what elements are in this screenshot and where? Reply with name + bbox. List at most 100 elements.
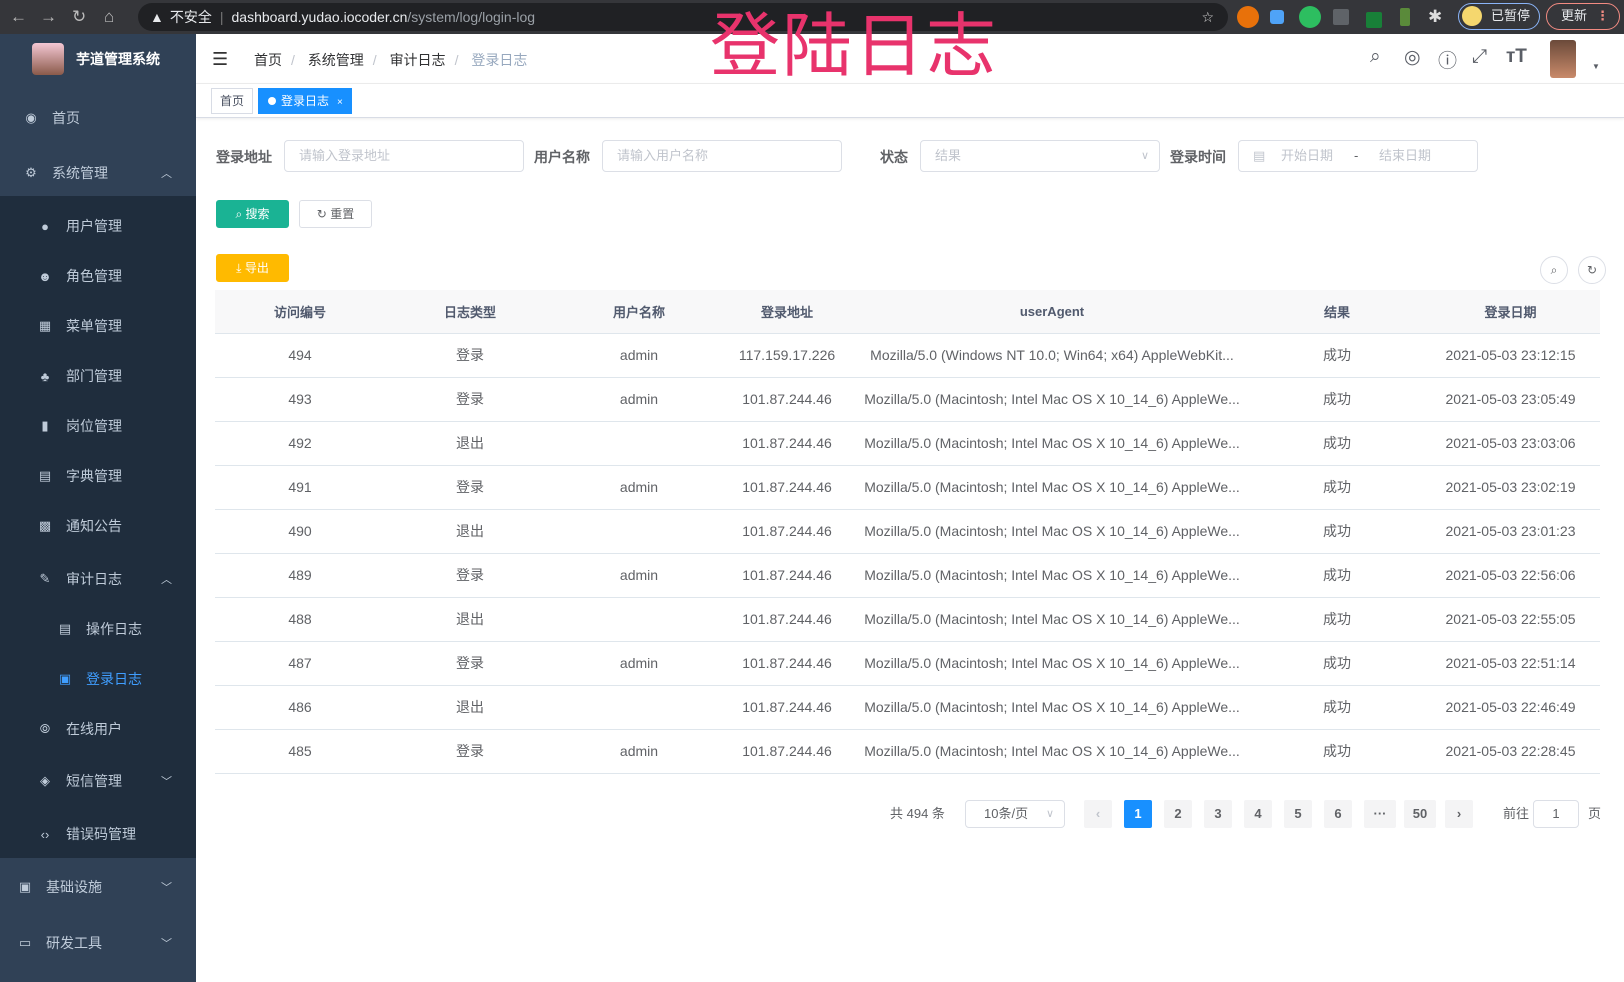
- tags-view: 首页 登录日志 ×: [196, 84, 1624, 118]
- search-icon[interactable]: ⌕: [1370, 46, 1381, 67]
- range-separator: -: [1354, 148, 1359, 163]
- table-cell: 2021-05-03 23:01:23: [1421, 509, 1600, 554]
- extension-icon[interactable]: [1366, 12, 1382, 28]
- extension-icon[interactable]: [1270, 10, 1284, 24]
- goto-page-input[interactable]: 1: [1533, 800, 1579, 828]
- goto-value: 1: [1552, 806, 1560, 821]
- sidebar-item[interactable]: ▦ 菜单管理: [0, 298, 196, 354]
- font-size-icon[interactable]: ᴛT: [1506, 46, 1527, 67]
- sidebar-item[interactable]: ◈ 短信管理 ﹀: [0, 753, 196, 809]
- table-cell: 成功: [1253, 333, 1421, 378]
- status-select[interactable]: 结果 ∨: [920, 140, 1160, 172]
- table-row: 485 登录 admin 101.87.244.46 Mozilla/5.0 (Maci…: [215, 729, 1600, 774]
- sidebar-item[interactable]: ☻ 角色管理: [0, 248, 196, 304]
- export-button[interactable]: ⤓ 导出: [216, 254, 289, 282]
- reset-button[interactable]: ↻ 重置: [299, 200, 372, 228]
- extension-icon[interactable]: [1299, 6, 1321, 28]
- sidebar-item[interactable]: ✎ 审计日志 ︿: [0, 551, 196, 607]
- breadcrumb-item[interactable]: 审计日志: [389, 52, 446, 68]
- calendar-icon: ▤: [1253, 148, 1266, 163]
- sidebar-item[interactable]: ◉ 首页: [0, 90, 196, 146]
- sidebar-item-label: 首页: [52, 110, 80, 126]
- address-input[interactable]: 请输入登录地址: [284, 140, 524, 172]
- page-button[interactable]: 50: [1404, 800, 1436, 828]
- page-button[interactable]: 1: [1124, 800, 1152, 828]
- prev-page-button[interactable]: ‹: [1084, 800, 1112, 828]
- extension-icon[interactable]: [1333, 9, 1349, 25]
- dict-icon: ▤: [38, 468, 52, 483]
- end-date[interactable]: 结束日期: [1379, 148, 1432, 163]
- fullscreen-icon[interactable]: ⤢: [1472, 46, 1488, 67]
- sidebar-item[interactable]: ● 用户管理: [0, 198, 196, 254]
- update-button[interactable]: 更新 ⋮: [1546, 3, 1620, 30]
- close-icon[interactable]: ×: [337, 97, 343, 108]
- start-date[interactable]: 开始日期: [1281, 148, 1334, 163]
- more-pages-button[interactable]: ···: [1364, 800, 1396, 828]
- sidebar-item[interactable]: ▤ 操作日志: [0, 601, 196, 657]
- status-label: 状态: [880, 149, 908, 165]
- page-button[interactable]: 6: [1324, 800, 1352, 828]
- table-cell: Mozilla/5.0 (Macintosh; Intel Mac OS X 1…: [851, 465, 1253, 510]
- bookmark-star-icon[interactable]: ☆: [1201, 9, 1214, 25]
- column-header: 日志类型: [385, 290, 555, 334]
- table-cell: 101.87.244.46: [723, 685, 851, 730]
- column-header: 结果: [1253, 290, 1421, 334]
- table-cell: admin: [555, 377, 723, 422]
- sidebar-item[interactable]: ⦾ 在线用户: [0, 701, 196, 757]
- chevron-down-icon: ∨: [1045, 808, 1054, 820]
- search-button[interactable]: ⌕ 搜索: [216, 200, 289, 228]
- hamburger-icon[interactable]: ☰: [212, 49, 229, 69]
- page-size-select[interactable]: 10条/页 ∨: [965, 800, 1065, 828]
- puzzle-icon[interactable]: ✱: [1428, 7, 1443, 26]
- logo[interactable]: 芋道管理系统: [0, 34, 196, 84]
- sidebar-item[interactable]: ‹› 错误码管理: [0, 806, 196, 862]
- tag-home[interactable]: 首页: [211, 88, 254, 114]
- sidebar-item[interactable]: ▣ 登录日志: [0, 651, 196, 707]
- breadcrumb-current: 登录日志: [471, 52, 528, 68]
- username-input[interactable]: 请输入用户名称: [602, 140, 842, 172]
- sidebar-item[interactable]: ♣ 部门管理: [0, 348, 196, 404]
- date-range-picker[interactable]: ▤ 开始日期 - 结束日期: [1238, 140, 1478, 172]
- github-icon[interactable]: ◎: [1404, 47, 1421, 68]
- tag-login-log[interactable]: 登录日志 ×: [258, 88, 352, 114]
- help-icon[interactable]: ⓘ: [1438, 51, 1458, 72]
- reload-icon[interactable]: ↻: [72, 7, 87, 26]
- table-cell: [555, 509, 723, 554]
- sidebar-item-label: 错误码管理: [66, 826, 136, 842]
- table-cell: Mozilla/5.0 (Macintosh; Intel Mac OS X 1…: [851, 641, 1253, 686]
- page-button[interactable]: 2: [1164, 800, 1192, 828]
- page-button[interactable]: 3: [1204, 800, 1232, 828]
- toggle-search-button[interactable]: ⌕: [1540, 256, 1568, 284]
- warning-icon: ▲: [150, 9, 164, 25]
- extension-icon[interactable]: [1237, 6, 1259, 28]
- logo-image: [32, 43, 64, 75]
- url-host: dashboard.yudao.iocoder.cn: [231, 9, 408, 25]
- table-cell: admin: [555, 729, 723, 774]
- chevron-down-icon: ﹀: [161, 882, 172, 894]
- user-avatar[interactable]: [1550, 40, 1576, 78]
- page-button[interactable]: 4: [1244, 800, 1272, 828]
- table-cell: 2021-05-03 23:12:15: [1421, 333, 1600, 378]
- sidebar-item[interactable]: ⚙ 系统管理 ︿: [0, 145, 196, 201]
- sidebar-item[interactable]: ▣ 基础设施 ﹀: [0, 859, 196, 915]
- back-icon[interactable]: ←: [10, 7, 27, 26]
- breadcrumb-item[interactable]: 首页: [254, 52, 282, 68]
- page-button[interactable]: 5: [1284, 800, 1312, 828]
- sidebar-item-label: 审计日志: [66, 571, 122, 587]
- breadcrumb-item[interactable]: 系统管理: [307, 52, 364, 68]
- next-page-button[interactable]: ›: [1445, 800, 1473, 828]
- table-cell: Mozilla/5.0 (Macintosh; Intel Mac OS X 1…: [851, 597, 1253, 642]
- sidebar-item[interactable]: ▩ 通知公告: [0, 498, 196, 554]
- sidebar-item[interactable]: ▤ 字典管理: [0, 448, 196, 504]
- address-bar[interactable]: ▲ 不安全 | dashboard.yudao.iocoder.cn/system/l…: [138, 3, 1228, 31]
- forward-icon[interactable]: →: [40, 7, 57, 26]
- refresh-button[interactable]: ↻: [1578, 256, 1606, 284]
- sidebar-item[interactable]: ▭ 研发工具 ﹀: [0, 915, 196, 971]
- caret-down-icon[interactable]: ▼: [1592, 62, 1600, 71]
- profile-paused-button[interactable]: 已暂停: [1458, 3, 1540, 30]
- column-header: 用户名称: [555, 290, 723, 334]
- sidebar-item[interactable]: ▮ 岗位管理: [0, 398, 196, 454]
- extension-icon[interactable]: [1400, 8, 1410, 26]
- table-cell: admin: [555, 333, 723, 378]
- home-icon[interactable]: ⌂: [104, 7, 115, 26]
